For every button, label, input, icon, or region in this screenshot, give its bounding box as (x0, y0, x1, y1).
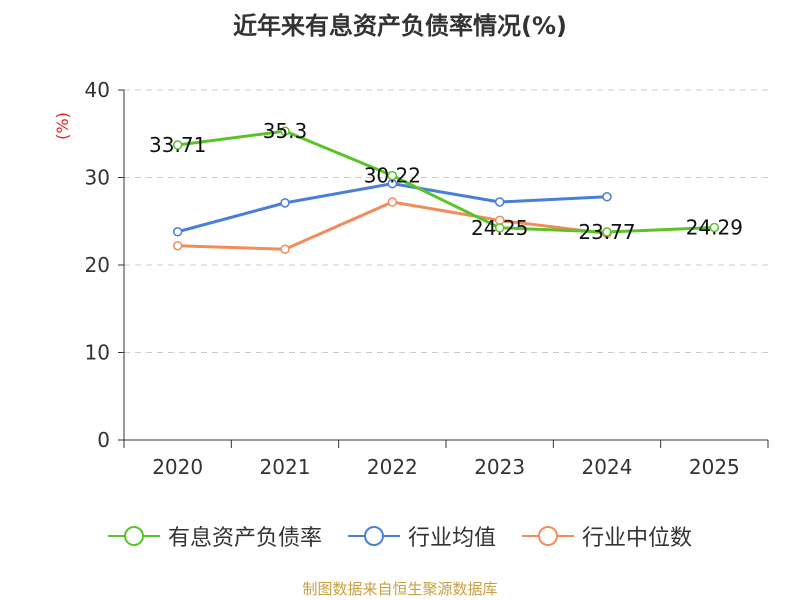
y-tick-label: 0 (97, 428, 110, 452)
data-label: 24.25 (471, 216, 528, 240)
chart-title: 近年来有息资产负债率情况(%) (233, 12, 567, 40)
axes: 0 10 20 30 40 2020 2021 2022 2023 2024 2025 (85, 78, 769, 479)
y-tick-label: 10 (85, 341, 110, 365)
data-point-0 (172, 140, 183, 150)
y-tick-label: 20 (85, 253, 110, 277)
data-label: 24.29 (686, 215, 743, 239)
data-point-2 (280, 244, 290, 254)
data-label: 30.22 (364, 164, 421, 188)
data-point-0 (709, 222, 720, 233)
legend-marker-icon (522, 526, 574, 546)
legend-item-1[interactable]: 行业均值 (347, 520, 496, 552)
legend-label: 行业中位数 (582, 526, 693, 551)
data-point-1 (280, 198, 290, 208)
data-point-0 (280, 126, 290, 136)
legend: 有息资产负债率 行业均值 行业中位数 (0, 520, 800, 552)
source-note: 制图数据来自恒生聚源数据库 (302, 580, 498, 598)
legend-marker-icon (107, 526, 160, 546)
data-point-1 (494, 197, 505, 207)
x-tick-label: 2024 (582, 455, 633, 479)
x-tick-label: 2022 (367, 455, 418, 479)
data-point-0 (494, 223, 505, 233)
series-layer (172, 126, 720, 254)
data-labels: 33.71 35.3 30.22 24.25 23.77 24.29 (149, 119, 743, 244)
y-tick-label: 30 (85, 166, 110, 190)
data-label: 23.77 (578, 220, 635, 244)
series-line-0 (177, 129, 715, 234)
y-axis-unit-label: (%) (53, 112, 72, 140)
data-point-0 (602, 227, 612, 237)
data-point-0 (387, 170, 398, 181)
legend-item-0[interactable]: 有息资产负债率 (107, 520, 322, 552)
series-line-2 (177, 200, 608, 251)
x-tick-label: 2020 (152, 455, 203, 479)
legend-label: 有息资产负债率 (167, 526, 322, 551)
data-point-2 (387, 197, 398, 207)
y-tick-label: 40 (85, 78, 110, 102)
legend-label: 行业均值 (407, 526, 496, 551)
data-point-2 (172, 241, 183, 251)
x-tick-label: 2023 (474, 455, 525, 479)
data-point-1 (602, 192, 612, 202)
data-label: 35.3 (263, 119, 308, 143)
x-tick-label: 2025 (689, 455, 740, 479)
data-label: 33.71 (149, 133, 206, 157)
grid-lines (124, 89, 768, 353)
x-tick-label: 2021 (260, 455, 311, 479)
legend-marker-icon (347, 526, 400, 546)
legend-item-2[interactable]: 行业中位数 (522, 520, 692, 552)
data-point-1 (172, 227, 183, 237)
